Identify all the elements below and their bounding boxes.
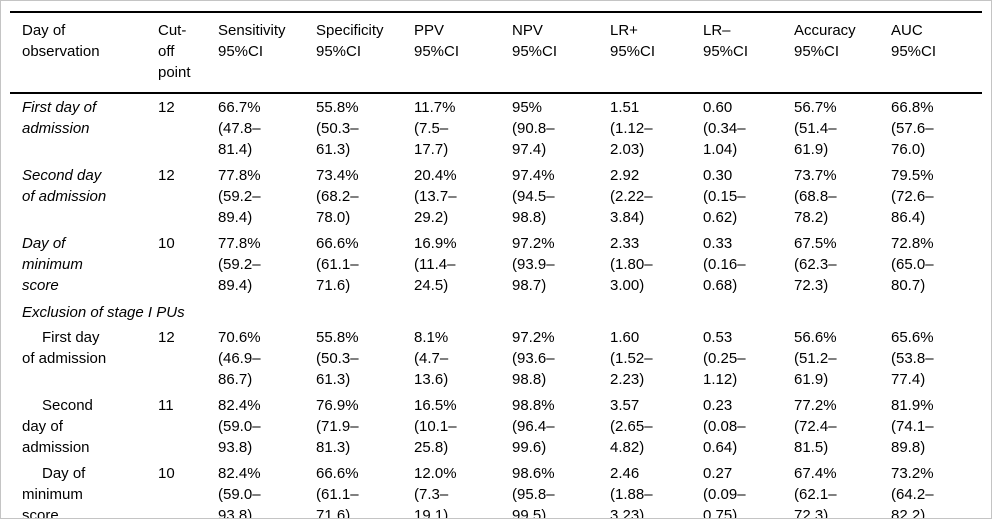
cell-sensitivity: 82.4% (59.0– 93.8) bbox=[218, 465, 261, 519]
cell-cutoff: 12 bbox=[158, 167, 175, 184]
cell-auc: 79.5% (72.6– 86.4) bbox=[891, 167, 934, 226]
cell-sensitivity: 82.4% (59.0– 93.8) bbox=[218, 397, 261, 456]
cell-accuracy: 56.7% (51.4– 61.9) bbox=[794, 99, 837, 158]
table-row-excl-second-day-of-admission: Second day of admission 11 82.4% (59.0– … bbox=[10, 392, 982, 460]
cell-cutoff: 11 bbox=[158, 397, 174, 414]
table-row-excl-first-day-of-admission: First day of admission 12 70.6% (46.9– 8… bbox=[10, 324, 982, 392]
cell-cutoff: 10 bbox=[158, 235, 175, 252]
cell-auc: 81.9% (74.1– 89.8) bbox=[891, 397, 934, 456]
row-label: Day of minimum score bbox=[22, 465, 86, 519]
section-header-exclusion-of-stage-1-pus: Exclusion of stage I PUs bbox=[22, 304, 185, 321]
cell-auc: 73.2% (64.2– 82.2) bbox=[891, 465, 934, 519]
table-row-excl-day-of-minimum-score: Day of minimum score 10 82.4% (59.0– 93.… bbox=[10, 460, 982, 519]
col-header-sensitivity: Sensitivity 95%CI bbox=[206, 12, 304, 94]
cell-lr-negative: 0.60 (0.34– 1.04) bbox=[703, 99, 746, 158]
cell-ppv: 12.0% (7.3– 19.1) bbox=[414, 465, 457, 519]
cell-lr-positive: 2.46 (1.88– 3.23) bbox=[610, 465, 653, 519]
cell-sensitivity: 77.8% (59.2– 89.4) bbox=[218, 235, 261, 294]
cell-specificity: 76.9% (71.9– 81.3) bbox=[316, 397, 359, 456]
cell-specificity: 55.8% (50.3– 61.3) bbox=[316, 329, 359, 388]
cell-npv: 97.2% (93.9– 98.7) bbox=[512, 235, 555, 294]
cell-lr-positive: 2.92 (2.22– 3.84) bbox=[610, 167, 653, 226]
cell-lr-positive: 1.60 (1.52– 2.23) bbox=[610, 329, 653, 388]
col-header-day-of-observation: Day of observation bbox=[10, 12, 146, 94]
cell-accuracy: 73.7% (68.8– 78.2) bbox=[794, 167, 837, 226]
row-label: First day of admission bbox=[22, 329, 107, 367]
row-label: Day of minimum score bbox=[22, 235, 83, 294]
cell-lr-positive: 2.33 (1.80– 3.00) bbox=[610, 235, 653, 294]
cell-lr-positive: 3.57 (2.65– 4.82) bbox=[610, 397, 653, 456]
cell-specificity: 66.6% (61.1– 71.6) bbox=[316, 235, 359, 294]
cell-lr-positive: 1.51 (1.12– 2.03) bbox=[610, 99, 653, 158]
col-header-lr-positive: LR+ 95%CI bbox=[598, 12, 691, 94]
cell-npv: 98.8% (96.4– 99.6) bbox=[512, 397, 555, 456]
col-header-ppv: PPV 95%CI bbox=[402, 12, 500, 94]
cell-lr-negative: 0.23 (0.08– 0.64) bbox=[703, 397, 746, 456]
header-row: Day of observation Cut- off point Sensit… bbox=[10, 12, 982, 94]
cell-npv: 97.2% (93.6– 98.8) bbox=[512, 329, 555, 388]
table-row-day-of-minimum-score: Day of minimum score 10 77.8% (59.2– 89.… bbox=[10, 230, 982, 298]
cell-cutoff: 12 bbox=[158, 329, 175, 346]
cell-ppv: 11.7% (7.5– 17.7) bbox=[414, 99, 456, 158]
cell-sensitivity: 66.7% (47.8– 81.4) bbox=[218, 99, 261, 158]
cell-specificity: 66.6% (61.1– 71.6) bbox=[316, 465, 359, 519]
cell-lr-negative: 0.30 (0.15– 0.62) bbox=[703, 167, 746, 226]
cell-specificity: 73.4% (68.2– 78.0) bbox=[316, 167, 359, 226]
cell-ppv: 16.9% (11.4– 24.5) bbox=[414, 235, 457, 294]
cell-auc: 65.6% (53.8– 77.4) bbox=[891, 329, 934, 388]
row-label: Second day of admission bbox=[22, 397, 93, 456]
cell-accuracy: 77.2% (72.4– 81.5) bbox=[794, 397, 837, 456]
cell-npv: 97.4% (94.5– 98.8) bbox=[512, 167, 555, 226]
cell-sensitivity: 70.6% (46.9– 86.7) bbox=[218, 329, 261, 388]
cell-accuracy: 56.6% (51.2– 61.9) bbox=[794, 329, 837, 388]
table-row-first-day-of-admission: First day of admission 12 66.7% (47.8– 8… bbox=[10, 93, 982, 162]
row-label: First day of admission bbox=[22, 99, 97, 137]
col-header-accuracy: Accuracy 95%CI bbox=[782, 12, 879, 94]
cell-ppv: 20.4% (13.7– 29.2) bbox=[414, 167, 457, 226]
col-header-cutoff-point: Cut- off point bbox=[146, 12, 206, 94]
cell-auc: 72.8% (65.0– 80.7) bbox=[891, 235, 934, 294]
diagnostic-accuracy-table: Day of observation Cut- off point Sensit… bbox=[10, 11, 982, 519]
col-header-npv: NPV 95%CI bbox=[500, 12, 598, 94]
cell-lr-negative: 0.33 (0.16– 0.68) bbox=[703, 235, 746, 294]
cell-npv: 98.6% (95.8– 99.5) bbox=[512, 465, 555, 519]
cell-cutoff: 12 bbox=[158, 99, 175, 116]
cell-sensitivity: 77.8% (59.2– 89.4) bbox=[218, 167, 261, 226]
table-row-second-day-of-admission: Second day of admission 12 77.8% (59.2– … bbox=[10, 162, 982, 230]
col-header-auc: AUC 95%CI bbox=[879, 12, 982, 94]
col-header-lr-negative: LR– 95%CI bbox=[691, 12, 782, 94]
col-header-specificity: Specificity 95%CI bbox=[304, 12, 402, 94]
cell-lr-negative: 0.27 (0.09– 0.75) bbox=[703, 465, 746, 519]
cell-specificity: 55.8% (50.3– 61.3) bbox=[316, 99, 359, 158]
cell-auc: 66.8% (57.6– 76.0) bbox=[891, 99, 934, 158]
section-row: Exclusion of stage I PUs bbox=[10, 298, 982, 324]
cell-npv: 95% (90.8– 97.4) bbox=[512, 99, 555, 158]
cell-ppv: 16.5% (10.1– 25.8) bbox=[414, 397, 457, 456]
cell-accuracy: 67.4% (62.1– 72.3) bbox=[794, 465, 837, 519]
cell-accuracy: 67.5% (62.3– 72.3) bbox=[794, 235, 837, 294]
cell-lr-negative: 0.53 (0.25– 1.12) bbox=[703, 329, 746, 388]
row-label: Second day of admission bbox=[22, 167, 107, 205]
cell-cutoff: 10 bbox=[158, 465, 175, 482]
cell-ppv: 8.1% (4.7– 13.6) bbox=[414, 329, 449, 388]
